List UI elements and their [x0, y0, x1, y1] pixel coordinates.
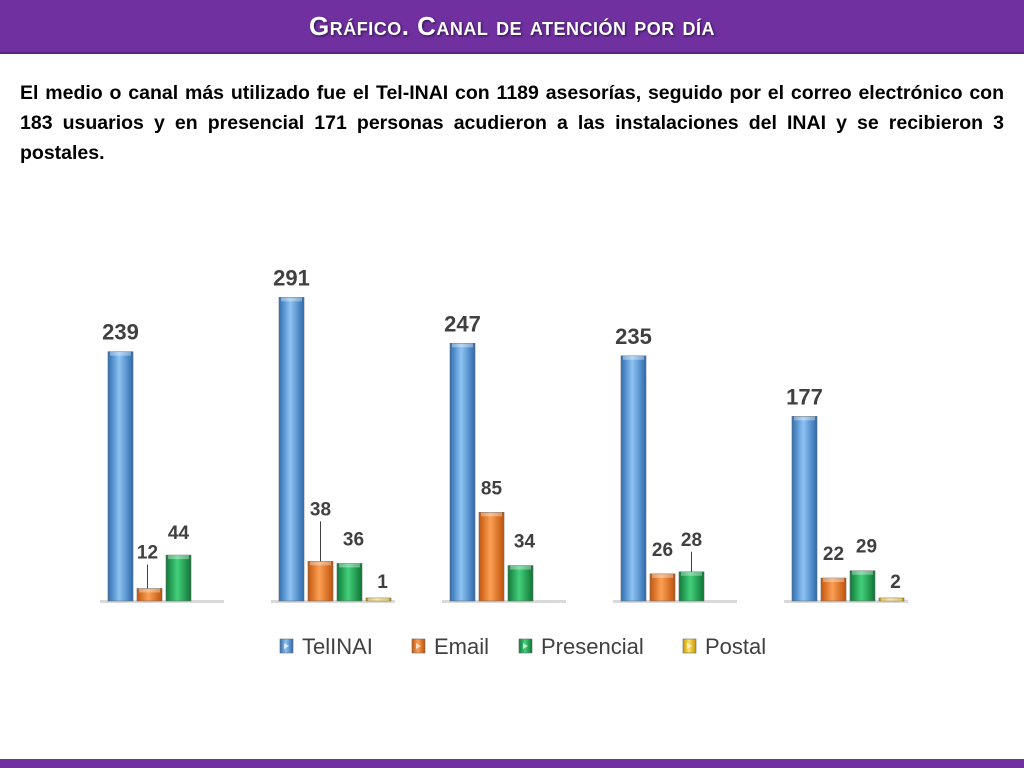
legend-label-presencial: Presencial — [541, 634, 644, 659]
bar-presencial-0 — [165, 554, 192, 602]
bar-telinai-3 — [620, 355, 647, 602]
bar-highlight-email-3 — [652, 573, 673, 578]
bar-highlight-telinai-2 — [452, 343, 473, 348]
legend-marker-email — [416, 643, 421, 649]
bar-highlight-telinai-0 — [110, 351, 131, 356]
data-label-presencial-4: 29 — [856, 537, 877, 558]
group-baseline-1 — [271, 600, 395, 603]
data-label-telinai-0: 239 — [102, 320, 139, 345]
bar-email-2 — [478, 512, 505, 602]
data-label-postal-1: 1 — [377, 572, 388, 593]
bar-presencial-1 — [336, 563, 363, 602]
data-label-telinai-3: 235 — [615, 324, 652, 349]
bar-telinai-4 — [791, 416, 818, 602]
bar-highlight-presencial-3 — [681, 571, 702, 576]
bar-email-0 — [136, 588, 163, 602]
data-label-postal-4: 2 — [890, 572, 901, 593]
bar-highlight-postal-1 — [368, 598, 389, 601]
data-label-presencial-1: 36 — [343, 529, 364, 550]
title-bar: Gráfico. Canal de atención por día — [0, 0, 1024, 54]
legend-label-postal: Postal — [705, 634, 766, 659]
bar-highlight-email-1 — [310, 561, 331, 566]
bar-highlight-presencial-2 — [510, 565, 531, 570]
data-label-email-3: 26 — [652, 540, 673, 561]
group-baseline-0 — [100, 600, 224, 603]
bar-presencial-2 — [507, 565, 534, 602]
footer-bar — [0, 759, 1024, 768]
bar-highlight-email-0 — [139, 588, 160, 593]
bar-highlight-presencial-0 — [168, 555, 189, 560]
bar-postal-4 — [878, 597, 905, 602]
legend-marker-presencial — [523, 643, 528, 649]
summary-paragraph: El medio o canal más utilizado fue el Te… — [20, 82, 1004, 164]
bar-telinai-1 — [278, 297, 305, 602]
data-label-presencial-0: 44 — [168, 523, 190, 544]
bar-presencial-3 — [678, 571, 705, 602]
bar-postal-1 — [365, 597, 392, 602]
group-baseline-2 — [442, 600, 566, 603]
bar-highlight-email-4 — [823, 578, 844, 583]
bar-telinai-2 — [449, 342, 476, 602]
page-title: Gráfico. Canal de atención por día — [308, 10, 715, 41]
legend-marker-postal — [687, 643, 692, 649]
legend-label-telinai: TelINAI — [302, 634, 373, 659]
legend-label-email: Email — [434, 634, 489, 659]
bar-highlight-telinai-4 — [794, 416, 815, 421]
data-label-email-2: 85 — [481, 478, 503, 499]
data-label-telinai-1: 291 — [273, 265, 310, 290]
data-label-presencial-2: 34 — [514, 532, 536, 553]
bar-highlight-telinai-3 — [623, 355, 644, 360]
bar-email-4 — [820, 577, 847, 602]
bar-highlight-presencial-4 — [852, 570, 873, 575]
bar-highlight-email-2 — [481, 512, 502, 517]
data-label-email-4: 22 — [823, 544, 844, 565]
data-label-telinai-2: 247 — [444, 311, 481, 336]
bar-telinai-0 — [107, 351, 134, 602]
bar-highlight-presencial-1 — [339, 563, 360, 568]
bar-email-3 — [649, 573, 676, 602]
data-label-presencial-3: 28 — [681, 530, 702, 551]
group-baseline-4 — [784, 600, 908, 603]
group-baseline-3 — [613, 600, 737, 603]
bar-highlight-telinai-1 — [281, 297, 302, 302]
bar-highlight-postal-4 — [881, 598, 902, 601]
bar-presencial-4 — [849, 570, 876, 602]
legend-marker-telinai — [284, 643, 289, 649]
data-label-email-0: 12 — [137, 542, 158, 563]
bar-email-1 — [307, 561, 334, 602]
data-label-telinai-4: 177 — [786, 384, 823, 409]
data-label-email-1: 38 — [310, 499, 331, 520]
